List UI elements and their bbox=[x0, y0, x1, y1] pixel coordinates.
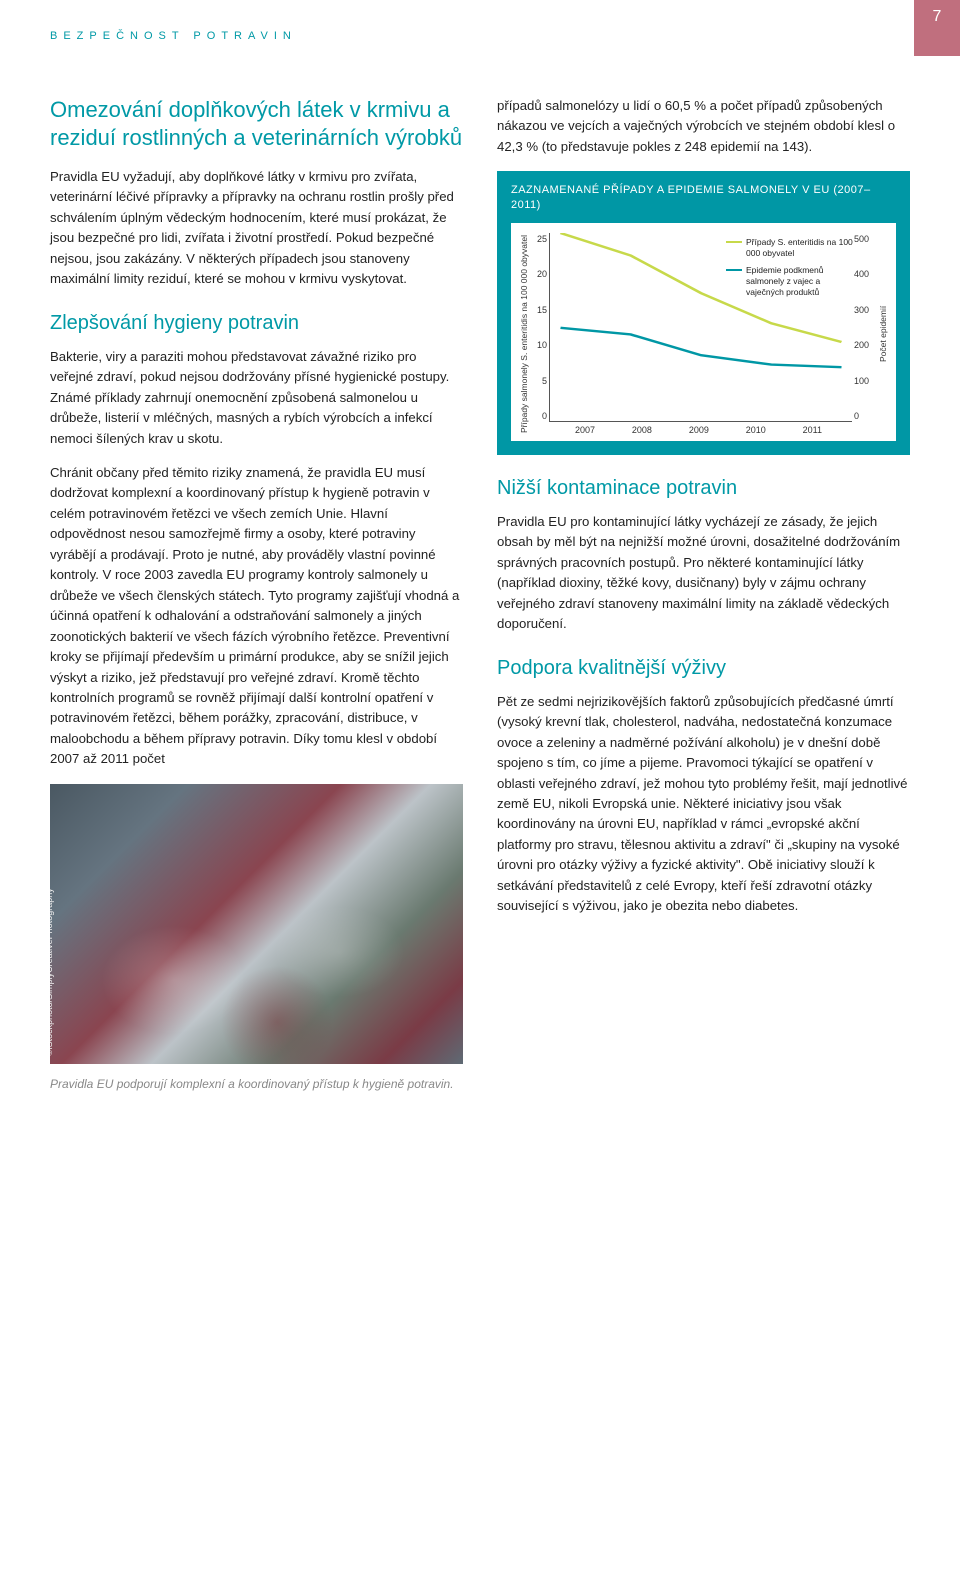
heading-additive-limits: Omezování doplňkových látek v krmivu a r… bbox=[50, 96, 463, 151]
chart-ylabel-right: Počet epidemií bbox=[878, 233, 888, 435]
left-column: Omezování doplňkových látek v krmivu a r… bbox=[50, 96, 463, 1093]
chart-panel: Případy salmonely S. enteritidis na 100 … bbox=[511, 223, 896, 441]
section-label: BEZPEČNOST POTRAVIN bbox=[50, 30, 297, 42]
salmonella-chart-box: ZAZNAMENANÉ PŘÍPADY A EPIDEMIE SALMONELY… bbox=[497, 171, 910, 455]
paragraph: případů salmonelózy u lidí o 60,5 % a po… bbox=[497, 96, 910, 157]
chart-title: ZAZNAMENANÉ PŘÍPADY A EPIDEMIE SALMONELY… bbox=[511, 183, 896, 213]
photo-caption: Pravidla EU podporují komplexní a koordi… bbox=[50, 1076, 463, 1093]
right-column: případů salmonelózy u lidí o 60,5 % a po… bbox=[497, 96, 910, 1093]
chart-y-left-ticks: 2520151050 bbox=[531, 233, 547, 435]
heading-contamination: Nižší kontaminace potravin bbox=[497, 477, 910, 500]
legend-swatch-series2 bbox=[726, 269, 742, 271]
paragraph: Pravidla EU pro kontaminující látky vych… bbox=[497, 512, 910, 635]
photo-credit: ©iStockphoto/SimplyCreativePhotography bbox=[50, 888, 54, 1056]
legend-label-series1: Případy S. enteritidis na 100 000 obyvat… bbox=[746, 237, 856, 259]
heading-nutrition: Podpora kvalitnější výživy bbox=[497, 657, 910, 680]
chart-ylabel-left: Případy salmonely S. enteritidis na 100 … bbox=[519, 233, 529, 435]
page-number: 7 bbox=[914, 0, 960, 56]
paragraph: Bakterie, viry a paraziti mohou představ… bbox=[50, 347, 463, 449]
legend-label-series2: Epidemie podkmenů salmonely z vajec a va… bbox=[746, 265, 856, 298]
chart-legend: Případy S. enteritidis na 100 000 obyvat… bbox=[726, 237, 856, 304]
photo-food-processing: ©iStockphoto/SimplyCreativePhotography bbox=[50, 784, 463, 1064]
paragraph: Chránit občany před těmito riziky znamen… bbox=[50, 463, 463, 770]
chart-y-right-ticks: 5004003002001000 bbox=[854, 233, 876, 435]
legend-swatch-series1 bbox=[726, 241, 742, 243]
heading-hygiene: Zlepšování hygieny potravin bbox=[50, 312, 463, 335]
chart-x-ticks: 20072008200920102011 bbox=[575, 422, 822, 435]
paragraph: Pravidla EU vyžadují, aby doplňkové látk… bbox=[50, 167, 463, 290]
paragraph: Pět ze sedmi nejrizikovějších faktorů zp… bbox=[497, 692, 910, 917]
